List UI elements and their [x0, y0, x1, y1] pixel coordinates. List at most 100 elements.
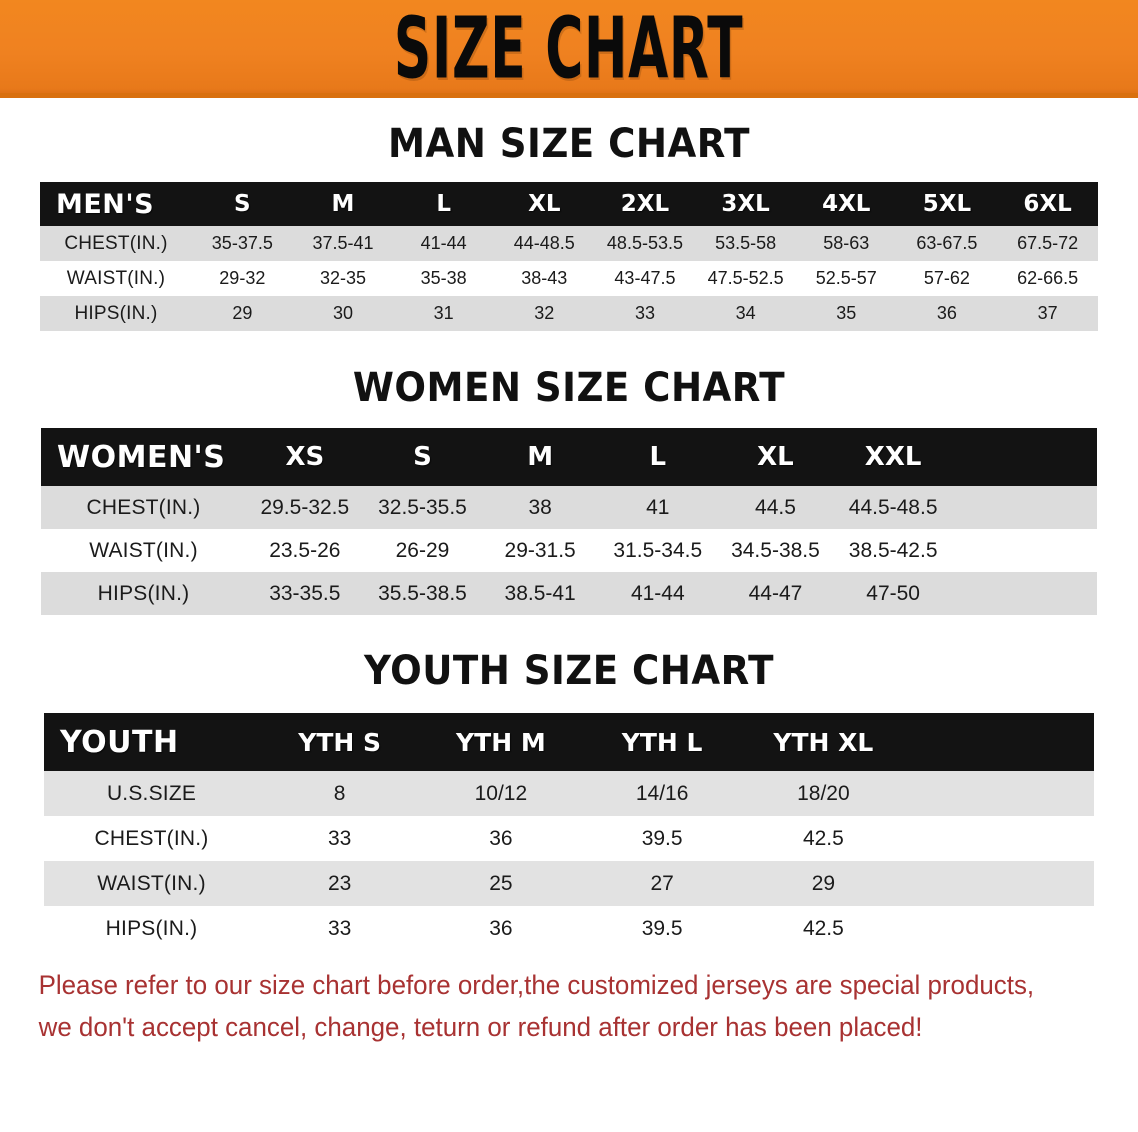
women-hips-xs: 33-35.5 [269, 581, 341, 605]
women-row-label-waist: WAIST(IN.) [89, 538, 198, 562]
women-hips-xl: 44-47 [748, 581, 803, 605]
women-waist-xs: 23.5-26 [269, 538, 341, 562]
youth-waist-yth-m: 25 [489, 871, 513, 895]
page-title: SIZE CHART [394, 0, 744, 98]
women-col-xs: XS [285, 442, 325, 472]
man-col-l: L [436, 191, 451, 217]
women-chest-xxl: 44.5-48.5 [848, 495, 938, 519]
women-section-title: WOMEN SIZE CHART [352, 365, 786, 411]
women-col-xl: XL [757, 442, 794, 472]
table-row: WAIST(IN.) 23.5-26 26-29 29-31.5 31.5-34… [41, 529, 1097, 572]
man-chest-m: 37.5-41 [312, 233, 374, 253]
youth-row-label-waist: WAIST(IN.) [97, 871, 206, 895]
man-waist-xl: 38-43 [521, 268, 568, 288]
man-hips-s: 29 [232, 303, 253, 323]
women-chest-l: 41 [646, 495, 670, 519]
man-chest-6xl: 67.5-72 [1017, 233, 1079, 253]
women-size-table-wrapper: WOMEN'S XS S M L XL XXL CHEST(IN.) 29.5-… [41, 428, 1097, 615]
man-size-table-wrapper: MEN'S S M L XL 2XL 3XL 4XL 5XL 6XL CHEST… [40, 182, 1098, 331]
man-row-label-hips: HIPS(IN.) [74, 302, 158, 324]
women-waist-xxl: 38.5-42.5 [848, 538, 938, 562]
man-col-m: M [331, 191, 355, 217]
man-col-2xl: 2XL [620, 191, 670, 217]
youth-col-yth-m: YTH M [456, 727, 546, 757]
women-hips-spacer [952, 572, 1097, 615]
man-col-5xl: 5XL [922, 191, 972, 217]
table-row: HIPS(IN.) 33-35.5 35.5-38.5 38.5-41 41-4… [41, 572, 1097, 615]
women-hips-s: 35.5-38.5 [378, 581, 467, 605]
man-hips-m: 30 [332, 303, 353, 323]
man-table-header-row: MEN'S S M L XL 2XL 3XL 4XL 5XL 6XL [40, 182, 1098, 226]
man-waist-4xl: 52.5-57 [815, 268, 877, 288]
youth-chest-yth-l: 39.5 [641, 826, 683, 850]
women-col-xxl: XXL [864, 442, 922, 472]
youth-waist-yth-l: 27 [650, 871, 674, 895]
women-row-label-chest: CHEST(IN.) [86, 495, 201, 519]
youth-size-table-wrapper: YOUTH YTH S YTH M YTH L YTH XL U.S.SIZE … [44, 713, 1094, 951]
man-waist-2xl: 43-47.5 [614, 268, 676, 288]
youth-col-yth-xl: YTH XL [773, 727, 874, 757]
man-chest-5xl: 63-67.5 [916, 233, 978, 253]
man-section-title: MAN SIZE CHART [388, 121, 750, 167]
man-chest-s: 35-37.5 [211, 233, 273, 253]
women-col-l: L [649, 442, 667, 472]
youth-hips-yth-xl: 42.5 [802, 916, 844, 940]
man-waist-l: 35-38 [420, 268, 467, 288]
youth-hips-yth-s: 33 [327, 916, 352, 940]
women-hips-l: 41-44 [630, 581, 685, 605]
man-col-4xl: 4XL [822, 191, 871, 217]
man-waist-m: 32-35 [319, 268, 366, 288]
youth-row-label-ussize: U.S.SIZE [106, 781, 197, 805]
man-chest-l: 41-44 [420, 233, 467, 253]
women-row-label-hips: HIPS(IN.) [97, 581, 190, 605]
man-row-label-chest: CHEST(IN.) [64, 232, 168, 254]
man-col-s: S [234, 191, 251, 217]
youth-chest-yth-m: 36 [489, 826, 513, 850]
youth-chest-spacer [904, 816, 1094, 861]
women-waist-xl: 34.5-38.5 [731, 538, 820, 562]
women-corner-label: WOMEN'S [57, 439, 226, 475]
youth-chest-yth-xl: 42.5 [802, 826, 844, 850]
women-waist-s: 26-29 [395, 538, 450, 562]
table-row: WAIST(IN.) 23 25 27 29 [44, 861, 1094, 906]
youth-corner-label: YOUTH [60, 724, 179, 760]
disclaimer-line-1: Please refer to our size chart before or… [38, 970, 1035, 1000]
youth-chest-yth-s: 33 [327, 826, 352, 850]
man-row-label-waist: WAIST(IN.) [66, 267, 166, 289]
women-waist-m: 29-31.5 [504, 538, 576, 562]
man-chest-4xl: 58-63 [823, 233, 870, 253]
man-waist-s: 29-32 [219, 268, 266, 288]
women-chest-xs: 29.5-32.5 [260, 495, 350, 519]
page-banner: SIZE CHART [0, 0, 1138, 98]
women-waist-spacer [952, 529, 1097, 572]
man-hips-3xl: 34 [735, 303, 756, 323]
youth-row-label-chest: CHEST(IN.) [94, 826, 209, 850]
man-corner-label: MEN'S [56, 188, 155, 220]
table-row: WAIST(IN.) 29-32 32-35 35-38 38-43 43-47… [40, 261, 1098, 296]
youth-section-title: YOUTH SIZE CHART [364, 648, 774, 694]
youth-waist-yth-xl: 29 [811, 871, 836, 895]
youth-hips-yth-l: 39.5 [641, 916, 683, 940]
table-row: CHEST(IN.) 33 36 39.5 42.5 [44, 816, 1094, 861]
man-hips-6xl: 37 [1037, 303, 1058, 323]
youth-table-header-row: YOUTH YTH S YTH M YTH L YTH XL [44, 713, 1094, 771]
man-waist-6xl: 62-66.5 [1017, 268, 1079, 288]
women-chest-xl: 44.5 [755, 495, 796, 519]
women-col-m: M [527, 442, 554, 472]
youth-hips-spacer [904, 906, 1094, 951]
man-hips-xl: 32 [534, 303, 555, 323]
women-size-table: WOMEN'S XS S M L XL XXL CHEST(IN.) 29.5-… [41, 428, 1097, 615]
man-hips-l: 31 [433, 303, 454, 323]
youth-ussize-yth-xl: 18/20 [797, 781, 850, 805]
man-hips-2xl: 33 [634, 303, 655, 323]
youth-col-yth-s: YTH S [298, 727, 382, 757]
women-chest-s: 32.5-35.5 [378, 495, 467, 519]
disclaimer-line-2: we don't accept cancel, change, teturn o… [38, 1011, 923, 1042]
youth-ussize-yth-l: 14/16 [635, 781, 689, 805]
women-col-s: S [413, 442, 432, 472]
youth-ussize-yth-m: 10/12 [474, 781, 528, 805]
man-chest-2xl: 48.5-53.5 [606, 233, 683, 253]
youth-hips-yth-m: 36 [489, 916, 513, 940]
man-hips-5xl: 36 [936, 303, 957, 323]
women-hips-m: 38.5-41 [504, 581, 576, 605]
